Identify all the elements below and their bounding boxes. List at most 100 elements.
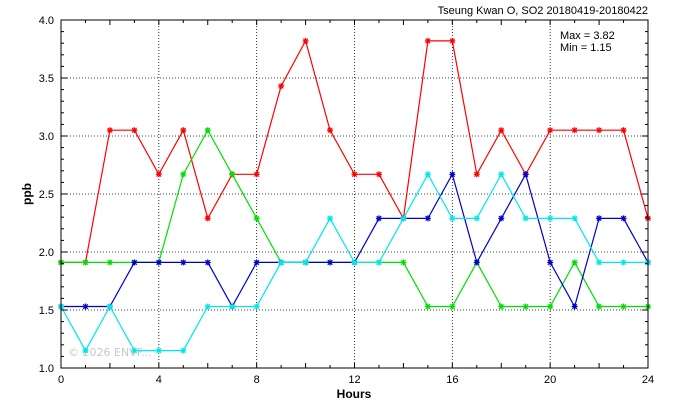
data-point [155, 171, 162, 178]
data-point [327, 127, 334, 134]
max-annotation: Max = 3.82 [560, 30, 615, 42]
series-0 [58, 37, 651, 266]
data-point [131, 347, 138, 354]
data-point [522, 303, 529, 310]
x-tick-label: 0 [58, 374, 64, 386]
data-point [82, 303, 89, 310]
data-point [596, 127, 603, 134]
data-point [571, 259, 578, 266]
y-tick-label: 2.5 [39, 189, 54, 201]
y-tick-label: 2.0 [39, 247, 54, 259]
data-point [400, 215, 407, 222]
y-tick-label: 3.5 [39, 73, 54, 85]
data-point [180, 171, 187, 178]
data-point [229, 303, 236, 310]
data-point [498, 127, 505, 134]
data-point [327, 259, 334, 266]
data-point [253, 259, 260, 266]
data-point [596, 303, 603, 310]
y-tick-label: 1.0 [39, 363, 54, 375]
data-point [351, 259, 358, 266]
data-point [449, 37, 456, 44]
data-point [375, 215, 382, 222]
data-point [571, 127, 578, 134]
data-point [596, 259, 603, 266]
data-point [229, 171, 236, 178]
x-tick-label: 4 [156, 374, 162, 386]
series-layer [58, 37, 651, 354]
y-tick-label: 3.0 [39, 131, 54, 143]
data-point [204, 259, 211, 266]
data-point [473, 215, 480, 222]
data-point [498, 215, 505, 222]
data-point [131, 127, 138, 134]
data-point [375, 171, 382, 178]
data-point [278, 259, 285, 266]
series-2 [58, 171, 651, 310]
data-point [204, 303, 211, 310]
axis-ticks: 0 4 8 12 16 20 24 1.0 1.5 2.0 2.5 3.0 3.5 4.0 [39, 15, 654, 386]
data-point [522, 215, 529, 222]
data-point [449, 215, 456, 222]
data-point [620, 215, 627, 222]
data-point [204, 127, 211, 134]
data-point [375, 259, 382, 266]
data-point [302, 37, 309, 44]
x-tick-label: 16 [446, 374, 458, 386]
data-point [547, 127, 554, 134]
data-point [327, 215, 334, 222]
data-point [547, 303, 554, 310]
data-point [449, 171, 456, 178]
data-point [180, 259, 187, 266]
data-point [596, 215, 603, 222]
data-point [547, 215, 554, 222]
data-point [253, 303, 260, 310]
data-point [400, 259, 407, 266]
data-point [449, 303, 456, 310]
x-tick-label: 8 [254, 374, 260, 386]
data-point [351, 171, 358, 178]
y-tick-label: 1.5 [39, 305, 54, 317]
data-point [155, 259, 162, 266]
y-axis-label: ppb [20, 183, 34, 205]
y-tick-label: 4.0 [39, 15, 54, 27]
data-point [204, 215, 211, 222]
data-point [424, 37, 431, 44]
x-tick-label: 20 [544, 374, 556, 386]
data-point [571, 215, 578, 222]
data-point [253, 171, 260, 178]
watermark: © 2026 ENVF... [68, 346, 152, 359]
data-point [498, 171, 505, 178]
min-annotation: Min = 1.15 [560, 42, 612, 54]
data-point [498, 303, 505, 310]
data-point [180, 347, 187, 354]
data-point [620, 303, 627, 310]
data-point [620, 127, 627, 134]
data-point [278, 83, 285, 90]
data-point [106, 303, 113, 310]
x-tick-label: 24 [642, 374, 654, 386]
data-point [424, 303, 431, 310]
data-point [131, 259, 138, 266]
data-point [547, 259, 554, 266]
x-tick-label: 12 [348, 374, 360, 386]
data-point [106, 127, 113, 134]
data-point [106, 259, 113, 266]
data-point [571, 303, 578, 310]
data-point [82, 347, 89, 354]
data-point [180, 127, 187, 134]
data-point [253, 215, 260, 222]
chart-title: Tseung Kwan O, SO2 20180419-20180422 [438, 5, 648, 17]
x-axis-label: Hours [337, 387, 372, 401]
data-point [155, 347, 162, 354]
data-point [620, 259, 627, 266]
data-point [424, 215, 431, 222]
data-point [424, 171, 431, 178]
data-point [473, 171, 480, 178]
data-point [522, 171, 529, 178]
data-point [82, 259, 89, 266]
data-point [302, 259, 309, 266]
data-point [473, 259, 480, 266]
grid [61, 20, 648, 368]
